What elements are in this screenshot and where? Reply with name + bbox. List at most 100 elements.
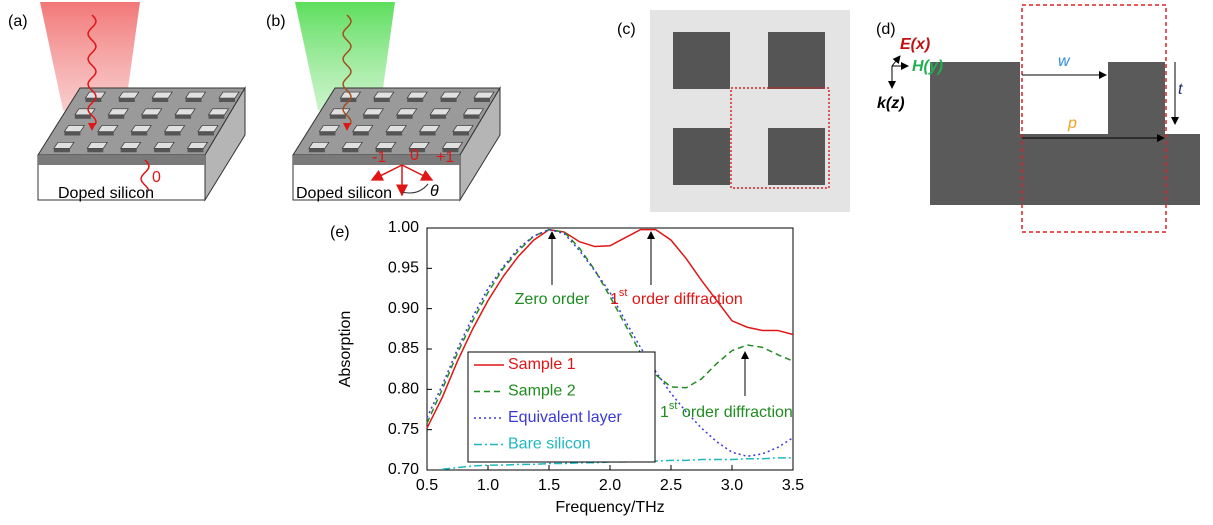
pillar — [473, 91, 495, 99]
pillar — [341, 141, 363, 149]
pillar — [151, 91, 173, 99]
pillar-side — [407, 98, 424, 103]
pillar-side — [74, 114, 91, 119]
pillar-side — [319, 131, 336, 136]
pillar-side — [363, 114, 380, 119]
order-label: +1 — [436, 149, 454, 166]
pillar — [141, 108, 163, 116]
y-tick-label: 0.95 — [388, 260, 419, 277]
x-tick-label: 1.5 — [538, 477, 560, 494]
pillar-side — [85, 98, 102, 103]
panel-label: (b) — [266, 13, 286, 30]
pillar-side — [120, 148, 137, 153]
pillar — [385, 125, 407, 132]
pillar-side — [87, 148, 104, 153]
panel-label: (d) — [876, 21, 896, 38]
pillar-side — [396, 114, 413, 119]
diffraction-arrow — [401, 164, 434, 181]
pillar-side — [352, 131, 369, 136]
diagrams — [37, 2, 1200, 233]
pillar-side — [118, 98, 135, 103]
pillar-side — [152, 98, 169, 103]
pillar — [53, 141, 75, 149]
pillar-top — [673, 32, 730, 89]
annotation-rest: order diffraction — [627, 291, 742, 308]
annotation-text: Zero order — [515, 291, 590, 308]
x-tick-label: 1.0 — [477, 477, 499, 494]
pillar — [197, 125, 219, 132]
pillar-side — [164, 131, 181, 136]
pillar-side — [64, 131, 81, 136]
y-tick-label: 0.90 — [388, 300, 419, 317]
pillar-side — [131, 131, 148, 136]
order-label: 0 — [152, 169, 161, 186]
substrate-label: Doped silicon — [296, 185, 392, 202]
y-tick-label: 0.80 — [388, 381, 419, 398]
annotation-sup: st — [619, 287, 628, 299]
pillar — [97, 125, 119, 132]
angle-label: θ — [430, 183, 439, 200]
pillar-side — [175, 114, 192, 119]
pillar — [418, 125, 441, 132]
wave — [140, 159, 150, 191]
angle-arc — [401, 183, 429, 194]
series-line — [442, 457, 793, 470]
x-axis-label: Frequency/THz — [555, 499, 664, 516]
pillar — [373, 91, 395, 99]
order-label: 0 — [410, 147, 419, 164]
pillar — [86, 141, 108, 149]
pillar-side — [375, 148, 392, 153]
annotation: 1st order diffraction — [610, 287, 743, 308]
wave — [342, 14, 352, 126]
pillar-side — [218, 98, 235, 103]
pillar-side — [409, 148, 426, 153]
pillar-side — [386, 131, 403, 136]
pillar-side — [473, 98, 490, 103]
annotation-text: 1 — [610, 291, 619, 308]
e-field: E(x) — [900, 36, 930, 53]
order-label: -1 — [372, 149, 386, 166]
y-tick-label: 0.85 — [388, 340, 419, 357]
pillar-side — [342, 148, 359, 153]
series-line — [426, 228, 794, 424]
y-axis-label: Absorption — [337, 311, 354, 388]
pillar — [375, 141, 397, 149]
pillar-side — [463, 114, 480, 119]
y-tick-label: 1.00 — [388, 219, 419, 236]
pillar-side — [308, 148, 325, 153]
width-label: w — [1058, 53, 1071, 70]
pillar-top — [768, 128, 825, 185]
pillar — [63, 125, 86, 132]
annotation: Zero order — [515, 291, 590, 308]
pillar — [352, 125, 374, 132]
pillar-top — [768, 32, 825, 89]
annotation-text: 1 — [660, 404, 669, 421]
cross-section — [930, 62, 1200, 205]
unit-cell — [730, 87, 830, 189]
x-tick-label: 3.0 — [721, 477, 743, 494]
unit-cell — [1021, 4, 1167, 233]
x-tick-label: 3.5 — [782, 477, 804, 494]
pillar-side — [185, 98, 202, 103]
pillar — [362, 108, 384, 116]
pillar — [163, 125, 186, 132]
annotation: 1st order diffraction — [660, 400, 793, 421]
pillar — [318, 125, 341, 132]
pillar-side — [154, 148, 171, 153]
pillar — [308, 141, 330, 149]
wave — [87, 14, 97, 126]
slab-front-top — [38, 155, 205, 165]
pillar-side — [53, 148, 70, 153]
pillar — [107, 108, 129, 116]
legend-box — [467, 351, 656, 463]
x-tick-label: 2.0 — [599, 477, 621, 494]
legend-label: Bare silicon — [508, 436, 591, 453]
pillar-side — [329, 114, 346, 119]
panel-label: (a) — [8, 13, 28, 30]
pillar-side — [208, 114, 225, 119]
annotation-rest: order diffraction — [677, 404, 792, 421]
k-vector: k(z) — [877, 95, 905, 112]
pillar-side — [97, 131, 114, 136]
pillar — [153, 141, 175, 149]
